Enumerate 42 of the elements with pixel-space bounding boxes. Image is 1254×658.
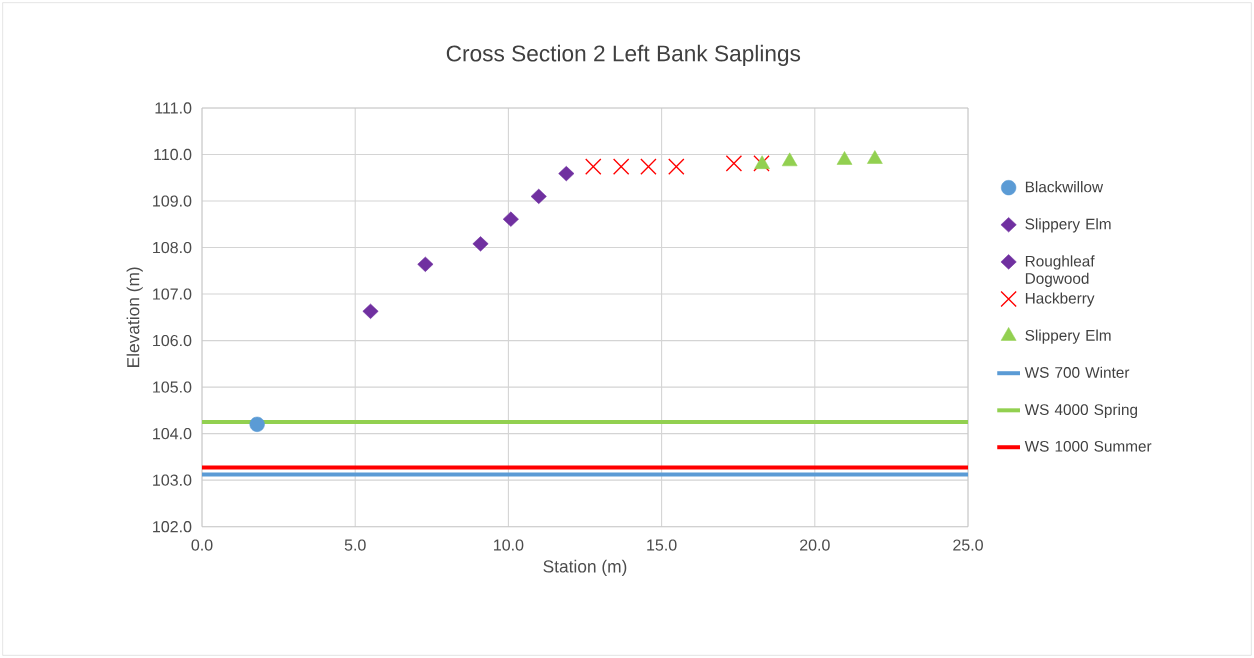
legend-label: Blackwillow: [1025, 181, 1104, 193]
legend-label: Roughleaf Dogwood: [1025, 255, 1095, 287]
point: [725, 155, 743, 172]
x-tick-label: 0.0: [191, 539, 213, 551]
x-tick-label: 25.0: [953, 539, 983, 551]
y-axis-title: Elevation (m): [126, 267, 143, 367]
point: [249, 416, 265, 432]
y-tick-label: 105.0: [153, 381, 192, 393]
legend-label: WS 4000 Spring: [1024, 403, 1138, 419]
point: [417, 256, 434, 272]
point: [585, 158, 602, 175]
point: [502, 211, 519, 227]
point: [640, 158, 657, 175]
y-tick-label: 104.0: [153, 427, 192, 440]
y-tick-label: 109.0: [153, 195, 192, 207]
point: [836, 151, 853, 165]
point: [781, 152, 798, 167]
legend-label: Slippery Elm: [1025, 329, 1111, 344]
legend-label: Hackberry: [1025, 292, 1095, 307]
point: [867, 150, 883, 164]
legend-label: Slippery Elm: [1025, 218, 1111, 233]
chart-title: Cross Section 2 Left Bank Saplings: [446, 44, 801, 66]
legend-label: WS 1000 Summer: [1024, 440, 1152, 452]
y-tick-label: 106.0: [153, 334, 192, 347]
x-tick-label: 15.0: [647, 539, 677, 551]
y-tick-label: 108.0: [153, 241, 192, 254]
point: [472, 236, 489, 252]
x-tick-label: 10.0: [494, 539, 524, 551]
legend-label: WS 700 Winter: [1024, 366, 1130, 378]
point: [558, 166, 575, 182]
point: [668, 158, 685, 175]
point: [530, 188, 547, 204]
point: [612, 158, 630, 175]
y-tick-label: 103.0: [153, 474, 192, 486]
y-tick-label: 107.0: [153, 288, 192, 300]
x-tick-label: 5.0: [344, 539, 366, 551]
point: [362, 303, 379, 319]
y-tick-label: 102.0: [153, 521, 192, 533]
y-tick-label: 111.0: [155, 102, 192, 114]
x-tick-label: 20.0: [800, 539, 830, 551]
x-axis-title: Station (m): [543, 559, 627, 577]
y-tick-label: 110.0: [154, 148, 192, 161]
